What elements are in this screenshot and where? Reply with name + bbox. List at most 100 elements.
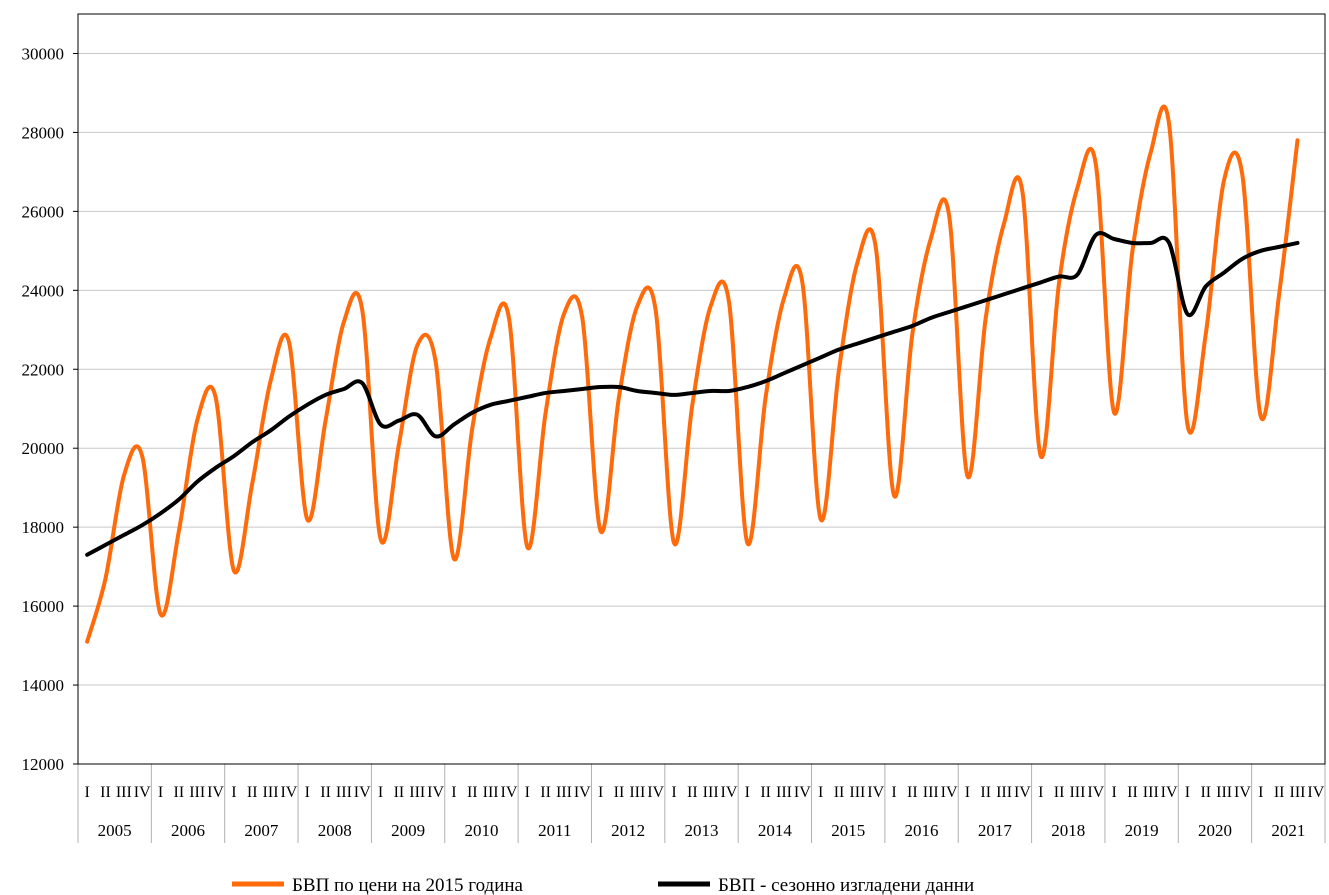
quarter-tick-label: IV <box>574 784 591 801</box>
x-axis: I II III IV I II III IV I II III IV I II III IV I II III IV… <box>77 764 1326 843</box>
quarter-tick-label: III <box>703 784 719 801</box>
quarter-tick-label: II <box>980 784 991 801</box>
y-tick-label: 26000 <box>22 202 65 221</box>
quarter-tick-label: IV <box>1161 784 1178 801</box>
gridlines <box>78 52 1325 686</box>
quarter-tick-label: III <box>189 784 205 801</box>
y-tick-label: 18000 <box>22 518 65 537</box>
quarter-tick-label: I <box>451 784 456 801</box>
series-line-gdp-smoothed <box>85 231 1300 557</box>
quarter-tick-label: I <box>1111 784 1116 801</box>
quarter-tick-label: II <box>467 784 478 801</box>
quarter-tick-label: III <box>556 784 572 801</box>
quarter-tick-label: I <box>305 784 310 801</box>
quarter-tick-label: IV <box>1014 784 1031 801</box>
quarter-tick-label: III <box>1290 784 1306 801</box>
quarter-tick-label: III <box>1216 784 1232 801</box>
quarter-tick-label: III <box>776 784 792 801</box>
quarter-tick-label: IV <box>794 784 811 801</box>
quarter-tick-label: I <box>818 784 823 801</box>
legend: БВП по цени на 2015 година БВП - сезонно… <box>232 875 974 895</box>
quarter-tick-label: I <box>598 784 603 801</box>
quarter-tick-label: II <box>1200 784 1211 801</box>
quarter-tick-label: IV <box>134 784 151 801</box>
quarter-tick-label: III <box>996 784 1012 801</box>
y-tick-label: 28000 <box>22 123 65 142</box>
quarter-tick-label: I <box>671 784 676 801</box>
quarter-tick-label: II <box>320 784 331 801</box>
quarter-tick-label: II <box>540 784 551 801</box>
y-tick-label: 22000 <box>22 360 65 379</box>
quarter-tick-label: III <box>116 784 132 801</box>
quarter-tick-label: I <box>1038 784 1043 801</box>
quarter-tick-label: IV <box>1234 784 1251 801</box>
quarter-tick-label: I <box>1185 784 1190 801</box>
quarter-tick-label: II <box>834 784 845 801</box>
year-tick-label: 2020 <box>1198 821 1232 840</box>
quarter-tick-label: I <box>1258 784 1263 801</box>
year-tick-label: 2013 <box>685 821 719 840</box>
quarter-tick-label: II <box>174 784 185 801</box>
quarter-tick-label: I <box>745 784 750 801</box>
quarter-tick-label: II <box>907 784 918 801</box>
quarter-tick-label: II <box>1274 784 1285 801</box>
quarter-tick-label: I <box>85 784 90 801</box>
legend-label-gdp: БВП по цени на 2015 година <box>292 875 524 895</box>
y-tick-label: 12000 <box>22 755 65 774</box>
quarter-tick-label: III <box>629 784 645 801</box>
y-tick-label: 16000 <box>22 597 65 616</box>
quarter-tick-label: II <box>687 784 698 801</box>
year-tick-label: 2014 <box>758 821 793 840</box>
quarter-tick-label: I <box>158 784 163 801</box>
year-tick-label: 2007 <box>244 821 279 840</box>
y-tick-label: 20000 <box>22 439 65 458</box>
quarter-tick-label: I <box>525 784 530 801</box>
year-tick-label: 2021 <box>1271 821 1305 840</box>
quarter-tick-label: IV <box>1087 784 1104 801</box>
quarter-tick-label: III <box>263 784 279 801</box>
y-tick-label: 24000 <box>22 281 65 300</box>
legend-label-gdp-smoothed: БВП - сезонно изгладени данни <box>718 875 974 895</box>
quarter-tick-label: III <box>923 784 939 801</box>
quarter-tick-label: II <box>760 784 771 801</box>
quarter-tick-label: IV <box>280 784 297 801</box>
quarter-tick-label: I <box>231 784 236 801</box>
year-tick-label: 2011 <box>538 821 571 840</box>
quarter-tick-label: II <box>614 784 625 801</box>
year-tick-label: 2016 <box>905 821 939 840</box>
year-tick-label: 2010 <box>464 821 498 840</box>
quarter-tick-label: III <box>409 784 425 801</box>
series-lines <box>85 104 1300 644</box>
year-tick-label: 2017 <box>978 821 1013 840</box>
quarter-tick-label: II <box>247 784 258 801</box>
year-tick-label: 2005 <box>98 821 132 840</box>
quarter-tick-label: I <box>965 784 970 801</box>
year-tick-label: 2006 <box>171 821 205 840</box>
quarter-tick-label: IV <box>1307 784 1324 801</box>
quarter-tick-label: III <box>849 784 865 801</box>
quarter-tick-label: II <box>1127 784 1138 801</box>
y-axis: 12000 14000 16000 18000 20000 22000 24000 26000… <box>22 44 78 774</box>
quarter-tick-label: II <box>394 784 405 801</box>
quarter-tick-label: III <box>1143 784 1159 801</box>
quarter-tick-label: IV <box>647 784 664 801</box>
quarter-tick-label: I <box>378 784 383 801</box>
year-tick-label: 2015 <box>831 821 865 840</box>
quarter-tick-label: IV <box>867 784 884 801</box>
year-tick-label: 2018 <box>1051 821 1085 840</box>
quarter-tick-label: II <box>1054 784 1065 801</box>
year-tick-label: 2019 <box>1125 821 1159 840</box>
quarter-tick-label: IV <box>501 784 518 801</box>
quarter-tick-label: III <box>483 784 499 801</box>
year-tick-label: 2012 <box>611 821 645 840</box>
quarter-tick-label: IV <box>941 784 958 801</box>
quarter-tick-label: I <box>891 784 896 801</box>
year-tick-label: 2009 <box>391 821 425 840</box>
quarter-tick-label: IV <box>354 784 371 801</box>
year-tick-label: 2008 <box>318 821 352 840</box>
quarter-tick-label: II <box>100 784 111 801</box>
y-tick-label: 14000 <box>22 676 65 695</box>
quarter-tick-label: IV <box>721 784 738 801</box>
y-tick-label: 30000 <box>22 44 65 63</box>
